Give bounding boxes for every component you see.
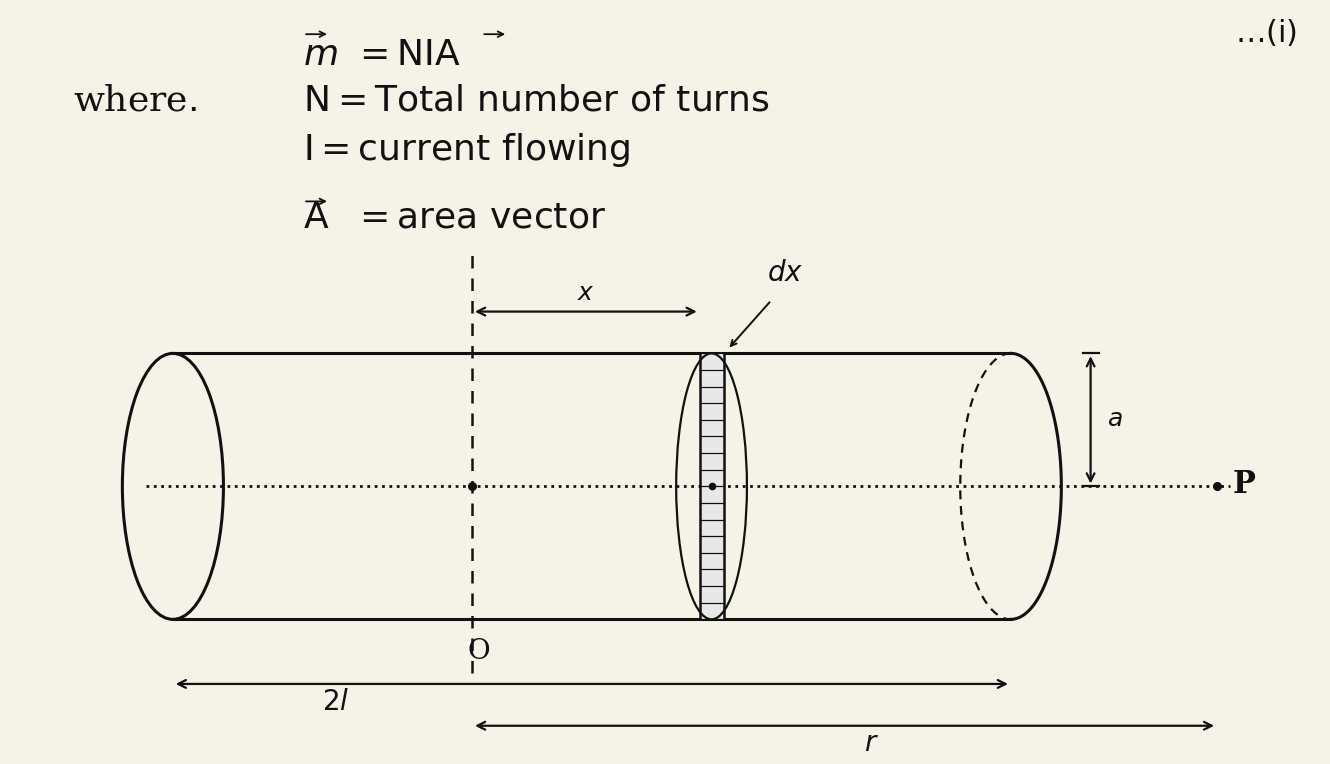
Text: $m$: $m$ (303, 37, 338, 72)
Text: $= \mathrm{NI A}$: $= \mathrm{NI A}$ (352, 37, 462, 72)
Text: $dx$: $dx$ (766, 261, 803, 287)
Text: $\mathrm{= area\ vector}$: $\mathrm{= area\ vector}$ (352, 201, 606, 235)
Text: P: P (1233, 468, 1256, 500)
Text: where$.$: where$.$ (73, 83, 197, 117)
Text: O: O (467, 639, 491, 665)
Text: $\mathrm{N = Total\ number\ of\ turns}$: $\mathrm{N = Total\ number\ of\ turns}$ (303, 83, 770, 117)
Text: $a$: $a$ (1107, 409, 1123, 432)
Text: $x$: $x$ (577, 283, 595, 306)
Text: $\mathrm{A}$: $\mathrm{A}$ (303, 201, 330, 235)
Text: $r$: $r$ (863, 730, 879, 757)
Text: $\mathrm{I = current\ flowing}$: $\mathrm{I = current\ flowing}$ (303, 131, 630, 169)
Text: $2l$: $2l$ (322, 688, 350, 716)
Polygon shape (700, 354, 724, 620)
Text: $\ldots\mathrm{(i)}$: $\ldots\mathrm{(i)}$ (1234, 18, 1297, 49)
